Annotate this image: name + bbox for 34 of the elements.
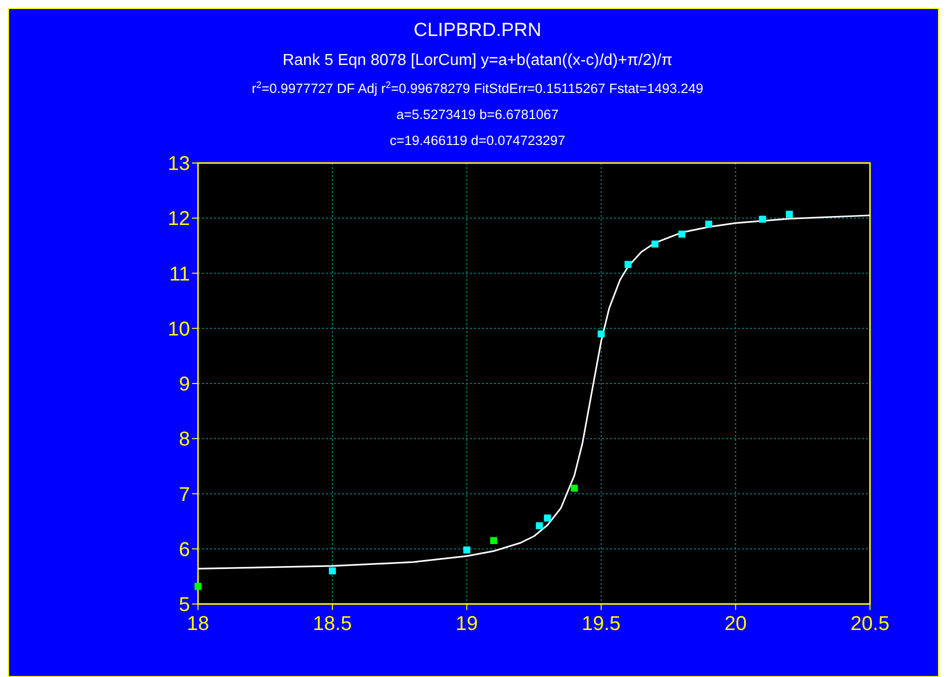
x-tick-label: 18.5 xyxy=(312,613,352,635)
text: r$^{2}$=0.9977727 DF Adj r$^{2}$=0.99678279 FitStdErr=0.15115267 Fstat=1493.249 xyxy=(252,80,704,96)
y-tick-label: 10 xyxy=(168,318,190,340)
y-tick-label: 6 xyxy=(178,538,190,561)
point xyxy=(758,216,766,223)
point xyxy=(705,220,712,228)
chart-title: CLIPBRD.PRN xyxy=(414,20,542,41)
chart-subtitle: Rank 5 Eqn 8078 [LorCum] y=a+b(atan((x-c)/d)+π/2)/π xyxy=(282,52,672,69)
y-tick-label: 13 xyxy=(168,153,190,175)
x-tick-label: 20.5 xyxy=(850,613,890,635)
x-tick-label: 19 xyxy=(456,613,478,635)
y-tick-label: 8 xyxy=(178,428,190,451)
point xyxy=(194,582,202,590)
point xyxy=(463,546,470,554)
y-tick-label: 11 xyxy=(169,263,190,286)
point xyxy=(786,210,793,218)
point xyxy=(544,514,551,522)
point xyxy=(536,522,543,530)
x-tick-label: 18 xyxy=(186,613,210,635)
y-tick-label: 12 xyxy=(168,208,190,230)
y-tick-label: 9 xyxy=(178,374,190,396)
x-tick-label: 19.5 xyxy=(582,613,621,635)
point xyxy=(624,260,632,268)
point xyxy=(328,567,336,574)
text: a=5.5273419 b=6.6781067 xyxy=(396,107,559,122)
point xyxy=(598,330,605,338)
point xyxy=(678,230,686,238)
point xyxy=(490,537,498,544)
point xyxy=(651,240,658,248)
point xyxy=(570,484,578,492)
y-tick-label: 5 xyxy=(178,594,190,616)
x-tick-label: 20 xyxy=(724,613,747,635)
y-tick-label: 7 xyxy=(178,484,190,506)
text: c=19.466119 d=0.074723297 xyxy=(390,133,566,148)
